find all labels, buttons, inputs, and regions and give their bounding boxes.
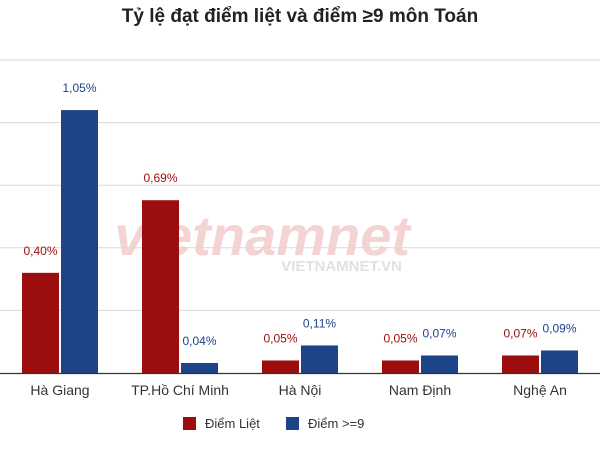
bar-diem-liet-2 xyxy=(262,360,299,373)
legend: Điểm Liệt Điểm >=9 xyxy=(183,416,364,431)
data-label: 0,05% xyxy=(383,331,417,345)
x-tick-label: Hà Giang xyxy=(30,382,89,398)
data-label: 1,05% xyxy=(62,81,96,95)
legend-label: Điểm Liệt xyxy=(205,416,260,431)
data-label: 0,07% xyxy=(422,326,456,340)
bar-diem-9-4 xyxy=(541,350,578,373)
x-tick-label: Nghệ An xyxy=(513,382,567,398)
bar-diem-liet-4 xyxy=(502,355,539,373)
watermark-subtext: VIETNAMNET.VN xyxy=(281,258,402,275)
bar-diem-9-2 xyxy=(301,345,338,373)
data-label: 0,04% xyxy=(182,334,216,348)
bar-diem-9-3 xyxy=(421,355,458,373)
x-tick-label: Nam Định xyxy=(389,382,451,398)
legend-swatch xyxy=(286,417,299,430)
chart-title: Tỷ lệ đạt điểm liệt và điểm ≥9 môn Toán xyxy=(121,6,479,27)
data-label: 0,09% xyxy=(542,321,576,335)
data-label: 0,11% xyxy=(303,316,336,330)
data-label: 0,69% xyxy=(143,171,177,185)
x-axis: Hà Giang TP.Hồ Chí Minh Hà Nội Nam Định Nghệ… xyxy=(0,372,600,398)
data-label: 0,05% xyxy=(263,331,297,345)
bar-diem-liet-3 xyxy=(382,360,419,373)
x-tick-label: TP.Hồ Chí Minh xyxy=(131,382,229,398)
bar-diem-liet-0 xyxy=(22,272,59,373)
grid-lines xyxy=(0,59,600,311)
bar-diem-liet-1 xyxy=(142,200,179,373)
bar-diem-9-0 xyxy=(61,110,98,373)
x-tick-label: Hà Nội xyxy=(279,382,322,398)
data-label: 0,40% xyxy=(23,244,57,258)
bar-diem-9-1 xyxy=(181,362,218,373)
bars: 0,40% 0,69% 0,05% 0,05% 0,07% 1,05% 0,04% 0,11%… xyxy=(22,81,578,373)
legend-label: Điểm >=9 xyxy=(308,416,364,431)
data-label: 0,07% xyxy=(503,326,537,340)
legend-swatch xyxy=(183,417,196,430)
